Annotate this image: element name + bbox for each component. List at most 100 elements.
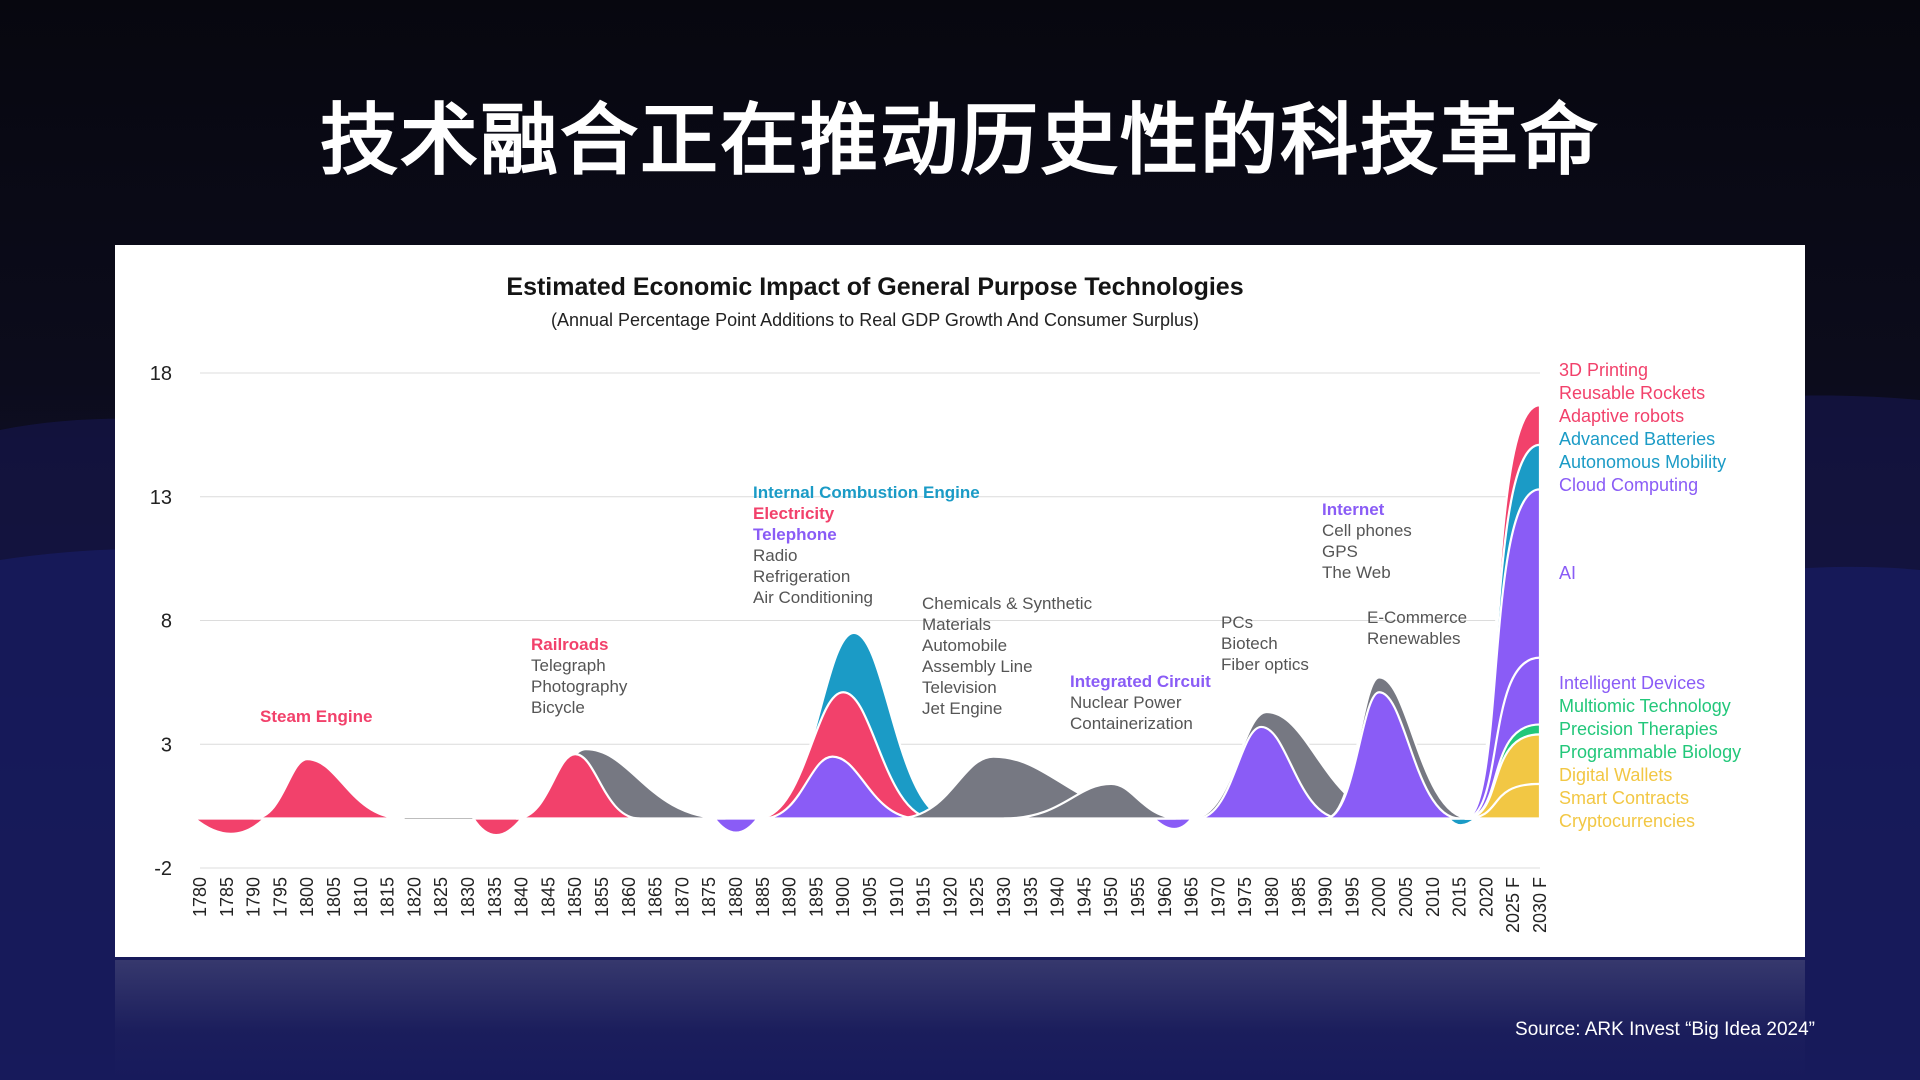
x-tick-label: 1840 [512, 877, 532, 917]
annotation-label: Jet Engine [922, 699, 1002, 718]
annotation-label: Internal Combustion Engine [753, 483, 980, 502]
x-tick-label: 1955 [1128, 877, 1148, 917]
x-tick-label: 2000 [1369, 877, 1389, 917]
chart-panel: Estimated Economic Impact of General Pur… [115, 245, 1805, 957]
annotation-label: Railroads [531, 635, 608, 654]
annotation-label: Nuclear Power [1070, 693, 1182, 712]
x-tick-label: 1900 [833, 877, 853, 917]
x-tick-label: 1875 [699, 877, 719, 917]
x-tick-label: 1865 [646, 877, 666, 917]
annotation-label: Telegraph [531, 656, 606, 675]
legend-label: Intelligent Devices [1559, 673, 1705, 693]
x-tick-label: 1905 [860, 877, 880, 917]
annotation-label: E-Commerce [1367, 608, 1467, 627]
x-tick-label: 1970 [1208, 877, 1228, 917]
legend-label: Smart Contracts [1559, 788, 1689, 808]
annotation-label: Automobile [922, 636, 1007, 655]
x-tick-label: 1820 [404, 877, 424, 917]
annotation-label: Steam Engine [260, 707, 372, 726]
telephone-area [761, 755, 920, 820]
annotation-label: Internet [1322, 500, 1385, 519]
steam-engine-area [252, 758, 405, 820]
chart-subtitle: (Annual Percentage Point Additions to Re… [551, 310, 1199, 330]
y-tick-label: 3 [161, 734, 172, 756]
annotation-label: Electricity [753, 504, 835, 523]
legend-label: Precision Therapies [1559, 719, 1718, 739]
x-tick-label: 1785 [217, 877, 237, 917]
x-tick-label: 1870 [672, 877, 692, 917]
steam-engine-dip-area [193, 817, 266, 835]
annotation-label: Fiber optics [1221, 655, 1309, 674]
x-tick-label: 1800 [297, 877, 317, 917]
x-tick-label: 1795 [270, 877, 290, 917]
cryptocurrencies-area [1463, 782, 1542, 820]
x-tick-label: 1850 [565, 877, 585, 917]
annotation-label: Photography [531, 677, 628, 696]
x-tick-label: 1995 [1342, 877, 1362, 917]
x-tick-label: 2010 [1423, 877, 1443, 917]
integrated-circuit-dip-area [1152, 817, 1193, 831]
x-tick-label: 1805 [324, 877, 344, 917]
x-tick-label: 1910 [887, 877, 907, 917]
x-tick-label: 1985 [1289, 877, 1309, 917]
telephone-dip-area [713, 817, 759, 834]
annotation-label: Chemicals & Synthetic [922, 594, 1093, 613]
x-tick-label: 1945 [1074, 877, 1094, 917]
x-tick-label: 1965 [1182, 877, 1202, 917]
y-tick-label: 18 [150, 363, 172, 385]
chart-reflection [115, 960, 1805, 1080]
legend-label: Cryptocurrencies [1559, 811, 1695, 831]
annotation-label: The Web [1322, 563, 1391, 582]
x-tick-label: 1830 [458, 877, 478, 917]
annotation-label: Biotech [1221, 634, 1278, 653]
legend-label: Cloud Computing [1559, 475, 1698, 495]
annotation-label: Bicycle [531, 698, 585, 717]
chart-title: Estimated Economic Impact of General Pur… [506, 273, 1243, 301]
x-tick-label: 1815 [378, 877, 398, 917]
x-tick-label: 1885 [753, 877, 773, 917]
y-tick-label: 8 [161, 611, 172, 633]
x-tick-label: 1950 [1101, 877, 1121, 917]
annotation-label: Refrigeration [753, 567, 850, 586]
x-tick-label: 1980 [1262, 877, 1282, 917]
x-tick-label: 2030 F [1530, 877, 1550, 933]
x-tick-label: 1860 [619, 877, 639, 917]
y-tick-label: -2 [154, 858, 172, 880]
x-tick-label: 1930 [994, 877, 1014, 917]
x-tick-label: 1835 [485, 877, 505, 917]
annotation-label: Integrated Circuit [1070, 672, 1211, 691]
slide-title: 技术融合正在推动历史性的科技革命 [319, 96, 1600, 186]
x-tick-label: 1925 [967, 877, 987, 917]
x-tick-label: 1790 [244, 877, 264, 917]
annotation-label: Assembly Line [922, 657, 1033, 676]
railroads-dip-area [472, 817, 523, 837]
x-tick-label: 1960 [1155, 877, 1175, 917]
x-tick-label: 1810 [351, 877, 371, 917]
annotation-label: Television [922, 678, 997, 697]
x-tick-label: 1935 [1021, 877, 1041, 917]
integrated-circuit-area [1195, 725, 1343, 820]
x-tick-label: 2020 [1476, 877, 1496, 917]
source-caption: Source: ARK Invest “Big Idea 2024” [1515, 1019, 1815, 1040]
annotation-label: Materials [922, 615, 991, 634]
chart: Estimated Economic Impact of General Pur… [150, 273, 1741, 933]
annotation-label: Cell phones [1322, 521, 1412, 540]
legend-label: Autonomous Mobility [1559, 452, 1726, 472]
x-tick-label: 1845 [538, 877, 558, 917]
annotation-label: Radio [753, 546, 797, 565]
x-tick-label: 2005 [1396, 877, 1416, 917]
x-tick-label: 1940 [1048, 877, 1068, 917]
jet-engine-era-area [1002, 782, 1182, 820]
legend-label: AI [1559, 563, 1576, 583]
annotation-label: PCs [1221, 613, 1253, 632]
electricity-area [756, 691, 936, 820]
x-tick-label: 1825 [431, 877, 451, 917]
annotation-label: Renewables [1367, 629, 1461, 648]
y-tick-label: 13 [150, 487, 172, 509]
x-tick-label: 1975 [1235, 877, 1255, 917]
legend-label: Programmable Biology [1559, 742, 1741, 762]
x-tick-label: 1990 [1316, 877, 1336, 917]
x-tick-label: 2025 F [1503, 877, 1523, 933]
legend-label: Adaptive robots [1559, 406, 1684, 426]
legend-label: Advanced Batteries [1559, 429, 1715, 449]
